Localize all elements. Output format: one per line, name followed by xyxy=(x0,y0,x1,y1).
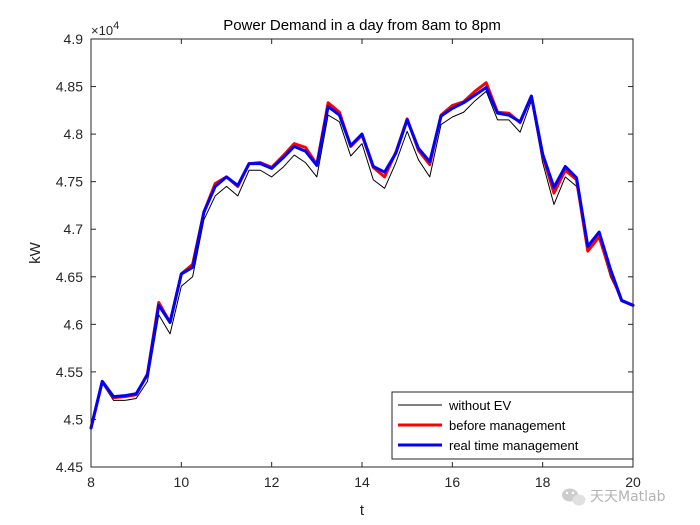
ticks: 8 10 12 14 16 18 20 4.45 4.5 4.55 4.6 4.65 4.7 4.75 4.… xyxy=(56,31,641,490)
y-tick-label: 4.8 xyxy=(64,126,84,142)
y-tick-label: 4.55 xyxy=(56,364,83,380)
x-tick-label: 20 xyxy=(625,474,641,490)
y-tick-label: 4.6 xyxy=(64,316,84,332)
y-tick-label: 4.9 xyxy=(64,31,84,47)
y-tick-label: 4.85 xyxy=(56,79,83,95)
y-axis-multiplier: ×104 xyxy=(91,20,119,38)
legend-label-1: without EV xyxy=(448,398,511,413)
x-tick-label: 16 xyxy=(445,474,461,490)
y-axis-multiplier-exponent: 4 xyxy=(113,20,119,32)
chart-title: Power Demand in a day from 8am to 8pm xyxy=(223,17,501,34)
series-line-3 xyxy=(89,86,635,430)
y-tick-label: 4.75 xyxy=(56,174,83,190)
y-tick-label: 4.45 xyxy=(56,459,83,475)
series-lines xyxy=(89,81,635,430)
plot-frame xyxy=(90,38,634,468)
x-tick-label: 12 xyxy=(264,474,280,490)
y-tick-label: 4.65 xyxy=(56,269,83,285)
x-tick-label: 14 xyxy=(354,474,370,490)
y-axis-label: kW xyxy=(27,241,44,264)
legend: without EV before management real time man… xyxy=(391,391,634,460)
legend-label-2: before management xyxy=(449,418,566,433)
wechat-icon xyxy=(562,488,586,506)
x-tick-label: 8 xyxy=(87,474,95,490)
series-line-1 xyxy=(90,90,634,429)
legend-items: without EV before management real time man… xyxy=(398,398,579,453)
y-axis-multiplier-base: ×10 xyxy=(91,23,113,38)
watermark-text: 天天Matlab xyxy=(590,489,666,505)
x-tick-label: 10 xyxy=(174,474,190,490)
x-axis-label: t xyxy=(360,502,365,519)
legend-label-3: real time management xyxy=(449,438,579,453)
watermark: 天天Matlab xyxy=(562,488,666,506)
y-tick-label: 4.7 xyxy=(64,221,84,237)
y-tick-label: 4.5 xyxy=(64,411,84,427)
x-tick-label: 18 xyxy=(535,474,551,490)
